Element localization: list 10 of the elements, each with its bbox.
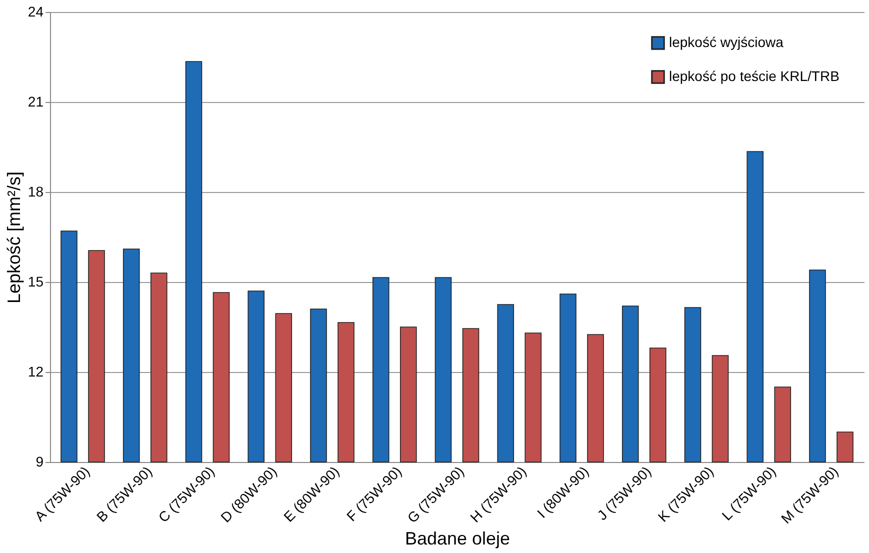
x-axis-title: Badane oleje: [404, 528, 510, 548]
y-tick-label: 15: [28, 274, 44, 290]
y-tick-label: 12: [28, 364, 44, 380]
y-tick-label: 9: [36, 454, 44, 470]
y-tick-label: 24: [28, 4, 44, 20]
y-tick-label: 18: [28, 184, 44, 200]
legend-label: lepkość wyjściowa: [669, 34, 784, 50]
y-axis-title: Lepkość [mm²/s]: [4, 171, 24, 304]
y-tick-label: 21: [28, 94, 44, 110]
legend-label: lepkość po teście KRL/TRB: [669, 68, 840, 84]
